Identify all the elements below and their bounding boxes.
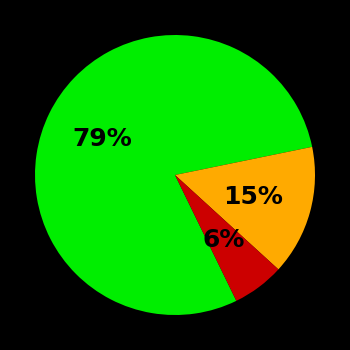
- Wedge shape: [175, 147, 315, 270]
- Text: 6%: 6%: [202, 228, 245, 252]
- Text: 15%: 15%: [223, 184, 283, 209]
- Text: 79%: 79%: [72, 127, 132, 151]
- Wedge shape: [35, 35, 312, 315]
- Wedge shape: [175, 175, 278, 301]
